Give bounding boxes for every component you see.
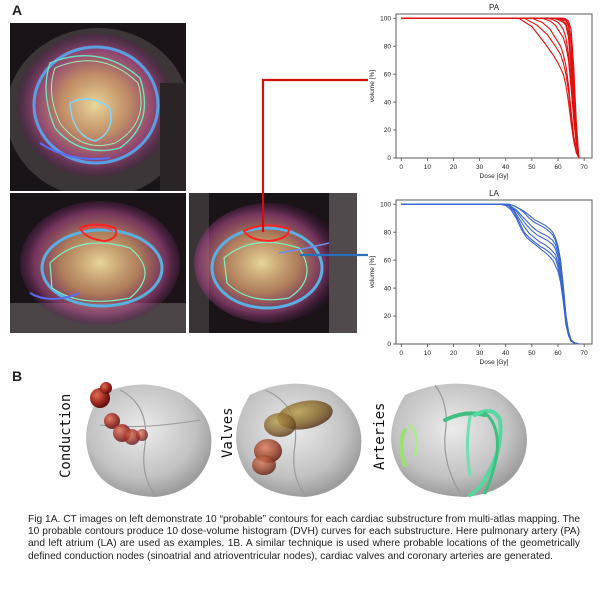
x-tick-label: 20 — [450, 164, 458, 171]
heart-conduction-render — [86, 382, 212, 497]
dvh-curve-la-2 — [401, 203, 580, 345]
x-tick-label: 70 — [581, 164, 589, 171]
ct-sagittal-image — [189, 193, 357, 333]
y-axis-label: volume [%] — [369, 256, 376, 288]
y-tick-label: 60 — [384, 71, 392, 78]
dvh-curve-pa-6 — [401, 17, 580, 159]
plot-frame — [395, 13, 593, 159]
chart-title-pa: PA — [489, 3, 500, 12]
x-tick-label: 0 — [399, 164, 403, 171]
y-tick-label: 80 — [384, 229, 392, 236]
y-tick-label: 20 — [384, 313, 392, 320]
dvh-curve-la-6 — [401, 203, 580, 345]
x-tick-label: 0 — [399, 350, 403, 357]
x-tick-label: 10 — [424, 350, 432, 357]
y-tick-label: 100 — [380, 15, 391, 22]
x-tick-label: 60 — [554, 350, 562, 357]
dvh-curve-la-1 — [401, 203, 580, 345]
x-tick-label: 70 — [581, 350, 589, 357]
dvh-chart-la: LA 0 10 20 30 40 50 60 70 0 20 40 60 80 100 Dose [Gy] vo… — [369, 189, 593, 366]
panel-label-a: A — [12, 2, 23, 18]
valves-label: Valves — [220, 407, 236, 458]
dvh-curve-pa-3 — [401, 17, 580, 159]
dvh-curve-pa-4 — [401, 17, 580, 159]
heart-arteries-render — [391, 383, 527, 497]
y-tick-label: 0 — [387, 155, 391, 162]
x-tick-label: 20 — [450, 350, 458, 357]
x-tick-label: 30 — [476, 350, 484, 357]
figure-caption: Fig 1A. CT images on left demonstrate 10… — [28, 514, 580, 562]
x-tick-label: 50 — [528, 350, 536, 357]
dvh-curve-pa-1 — [401, 17, 580, 159]
dvh-curve-pa-9 — [401, 17, 580, 159]
dvh-curve-pa-7 — [401, 17, 580, 159]
y-tick-label: 40 — [384, 99, 392, 106]
y-axis-label: volume [%] — [369, 70, 376, 102]
arteries-label: Arteries — [372, 402, 388, 470]
y-tick-label: 40 — [384, 285, 392, 292]
dvh-curve-la-4 — [401, 203, 580, 345]
y-tick-label: 0 — [387, 341, 391, 348]
dvh-curve-la-7 — [401, 203, 580, 345]
dvh-curve-la-3 — [401, 203, 580, 345]
dvh-curve-la-5 — [401, 203, 580, 345]
conduction-label: Conduction — [58, 393, 74, 478]
x-axis-label: Dose [Gy] — [480, 359, 509, 366]
chart-title-la: LA — [489, 189, 499, 198]
dvh-curve-pa-10 — [401, 17, 580, 159]
dvh-curve-pa-5 — [401, 17, 580, 159]
x-axis-label: Dose [Gy] — [480, 173, 509, 180]
ct-axial-image — [10, 23, 186, 191]
dvh-chart-pa: PA 0 10 20 30 40 50 60 70 0 20 40 60 80 100 Dose [Gy] vo… — [369, 3, 593, 180]
ct-coronal-image — [10, 193, 186, 333]
panel-label-b: B — [12, 368, 23, 384]
x-tick-label: 40 — [502, 350, 510, 357]
y-tick-label: 100 — [380, 201, 391, 208]
dvh-curve-pa-8 — [401, 17, 580, 159]
y-tick-label: 80 — [384, 43, 392, 50]
x-tick-label: 30 — [476, 164, 484, 171]
x-tick-label: 60 — [554, 164, 562, 171]
plot-frame — [395, 199, 593, 345]
pa-connector-line — [261, 78, 368, 232]
x-tick-label: 50 — [528, 164, 536, 171]
x-tick-label: 10 — [424, 164, 432, 171]
y-tick-label: 20 — [384, 127, 392, 134]
dvh-curve-pa-2 — [401, 17, 580, 159]
heart-valves-render — [236, 383, 362, 497]
x-tick-label: 40 — [502, 164, 510, 171]
y-tick-label: 60 — [384, 257, 392, 264]
